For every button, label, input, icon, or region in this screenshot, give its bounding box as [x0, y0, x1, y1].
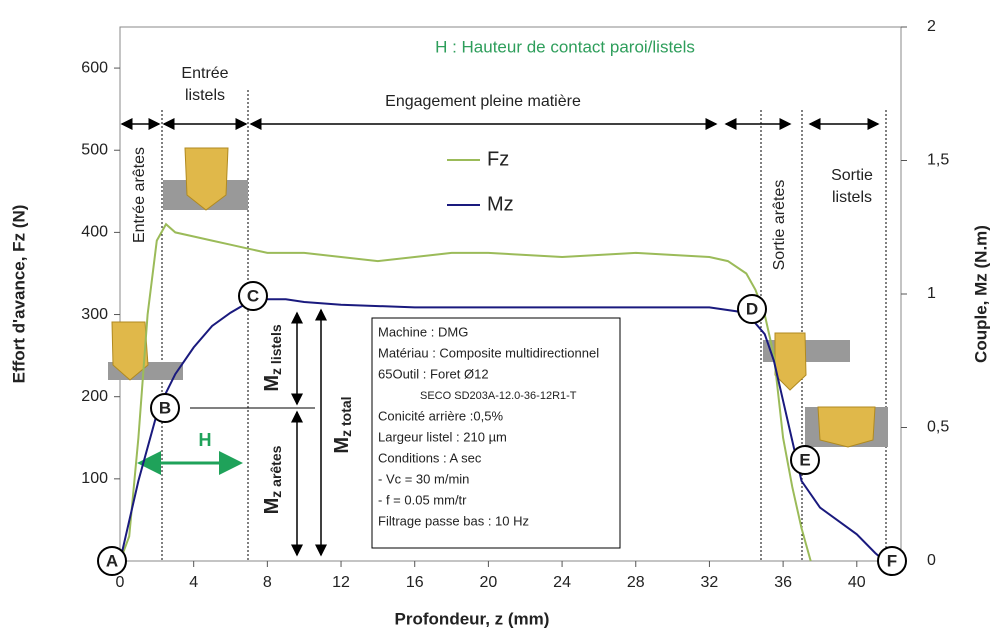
y2-tick-label: 0,5 [927, 419, 949, 436]
contact-title: H : Hauteur de contact paroi/listels [435, 37, 695, 56]
point-label: A [106, 551, 118, 570]
info-line: SECO SD203A-12.0-36-12R1-T [420, 390, 577, 402]
moment-sub: z arêtes [268, 445, 284, 497]
engagement-label: Engagement pleine matière [385, 93, 581, 110]
info-line: Matériau : Composite multidirectionnel [378, 345, 599, 360]
y2-tick-label: 1 [927, 285, 936, 302]
x-tick-label: 36 [774, 574, 792, 591]
y-tick-label: 400 [81, 224, 108, 241]
sortie-listels-label: Sortie listels [812, 165, 892, 209]
y2-tick-label: 1,5 [927, 152, 949, 169]
moment-sub: z total [338, 396, 354, 436]
info-line: Machine : DMG [378, 324, 468, 339]
point-label: C [247, 286, 259, 305]
x-axis-title: Profondeur, z (mm) [395, 609, 550, 628]
x-tick-label: 32 [701, 574, 719, 591]
x-tick-label: 16 [406, 574, 424, 591]
info-line: - f = 0.05 mm/tr [378, 492, 467, 507]
y2-tick-label: 0 [927, 552, 936, 569]
info-line: - Vc = 30 m/min [378, 471, 469, 486]
legend-label: Fz [487, 148, 509, 170]
y-tick-label: 300 [81, 306, 108, 323]
y2-axis-title: Couple, Mz (N.m) [971, 225, 990, 363]
x-tick-label: 24 [553, 574, 571, 591]
page: H H : Hauteur de contact paroi/listels E… [0, 0, 997, 641]
moment-label: Mz arêtes [261, 445, 283, 514]
y-tick-label: 100 [81, 470, 108, 487]
moment-sub: z listels [268, 324, 284, 375]
y2-tick-label: 2 [927, 18, 936, 35]
moment-main: M [261, 375, 283, 392]
x-tick-label: 8 [263, 574, 272, 591]
moment-main: M [331, 437, 353, 454]
point-label: B [159, 398, 171, 417]
moment-arrows [297, 310, 321, 555]
x-tick-label: 0 [116, 574, 125, 591]
moment-main: M [261, 498, 283, 515]
x-tick-label: 28 [627, 574, 645, 591]
x-tick-label: 12 [332, 574, 350, 591]
info-line: Filtrage passe bas : 10 Hz [378, 513, 529, 528]
moment-label: Mz listels [261, 324, 283, 391]
y-tick-label: 200 [81, 388, 108, 405]
y-tick-label: 600 [81, 59, 108, 76]
chart: H H : Hauteur de contact paroi/listels E… [0, 0, 997, 641]
point-label: E [799, 450, 810, 469]
entree-aretes-label: Entrée arêtes [131, 147, 148, 243]
y-tick-label: 500 [81, 141, 108, 158]
point-label: D [746, 299, 758, 318]
info-line: 65Outil : Foret Ø12 [378, 366, 489, 381]
info-line: Conicité arrière :0,5% [378, 408, 503, 423]
entree-listels-label: Entrée listels [170, 63, 240, 107]
legend-label: Mz [487, 193, 514, 215]
point-label: F [887, 551, 897, 570]
sortie-aretes-label: Sortie arêtes [771, 180, 788, 271]
info-line: Largeur listel : 210 µm [378, 429, 507, 444]
x-tick-label: 20 [479, 574, 497, 591]
moment-label: Mz total [331, 396, 353, 453]
x-tick-label: 4 [189, 574, 198, 591]
info-line: Conditions : A sec [378, 450, 482, 465]
y-axis-title: Effort d'avance, Fz (N) [9, 205, 28, 384]
h-label: H [199, 430, 212, 450]
x-tick-label: 40 [848, 574, 866, 591]
